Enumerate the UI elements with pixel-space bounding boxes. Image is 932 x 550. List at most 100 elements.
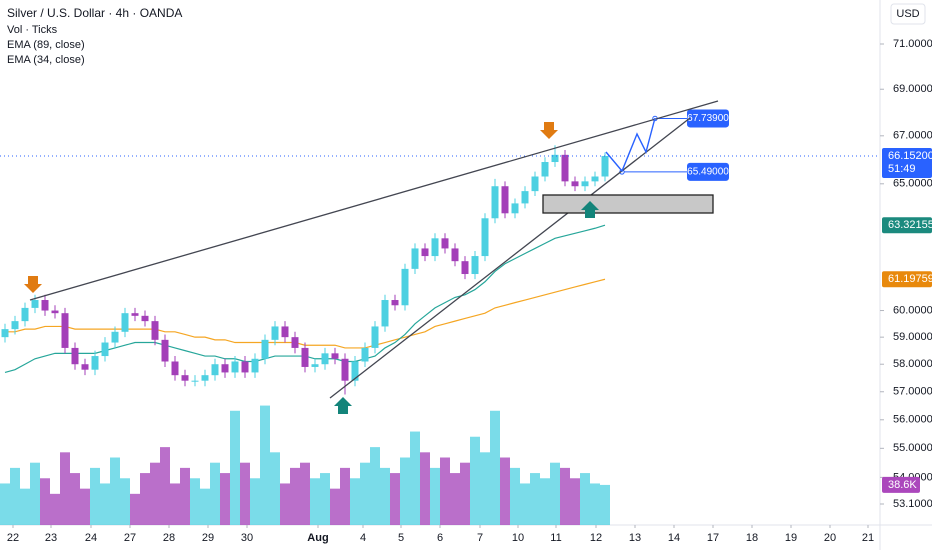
- x-tick-label: 7: [477, 532, 483, 544]
- candle-body: [451, 248, 459, 262]
- volume-bar: [440, 457, 450, 525]
- candle-body: [211, 364, 219, 376]
- candle-body: [141, 315, 149, 322]
- candle-body: [31, 300, 39, 308]
- x-tick-label: 13: [629, 532, 641, 544]
- candle-body: [311, 364, 319, 367]
- volume-bar: [50, 493, 60, 525]
- volume-bar: [140, 473, 150, 525]
- x-tick-label: 11: [550, 532, 561, 544]
- volume-bar: [360, 462, 370, 525]
- volume-bar: [470, 436, 480, 525]
- price-label-box: [882, 271, 932, 288]
- x-tick-label: 4: [360, 532, 366, 544]
- volume-bar: [90, 467, 100, 525]
- volume-bar: [60, 452, 70, 525]
- candle-body: [391, 300, 399, 306]
- candle-body: [61, 313, 69, 348]
- volume-bar: [220, 473, 230, 525]
- volume-bar: [500, 457, 510, 525]
- volume-bar: [250, 478, 260, 525]
- candle-body: [421, 248, 429, 257]
- volume-bar: [330, 488, 340, 525]
- candle-body: [481, 218, 489, 257]
- candle-body: [131, 313, 139, 316]
- volume-bar: [390, 473, 400, 525]
- y-tick-label: 59.00000: [893, 331, 932, 343]
- volume-bar: [40, 478, 50, 525]
- candle-body: [371, 326, 379, 348]
- x-tick-label: 24: [85, 532, 97, 544]
- volume-bar: [160, 447, 170, 525]
- candle-body: [561, 154, 569, 182]
- volume-bar: [510, 467, 520, 525]
- price-label-box: [882, 147, 932, 178]
- volume-bar: [10, 467, 20, 525]
- candle-body: [51, 310, 59, 314]
- candle-body: [381, 300, 389, 327]
- candle-body: [461, 261, 469, 275]
- currency[interactable]: USD: [896, 8, 919, 20]
- candle-body: [11, 321, 19, 330]
- currency-box[interactable]: [890, 3, 926, 25]
- support-box: [542, 194, 714, 214]
- volume-label-box: [882, 476, 920, 493]
- volume-bar: [280, 483, 290, 525]
- x-tick-label: 22: [7, 532, 19, 544]
- volume-bar: [540, 478, 550, 525]
- projection-path: [605, 117, 656, 173]
- candle-body: [161, 339, 169, 362]
- volume-bar: [180, 467, 190, 525]
- candle-body: [411, 248, 419, 269]
- volume-bar: [200, 488, 210, 525]
- volume-bar: [240, 462, 250, 525]
- volume-bar: [380, 467, 390, 525]
- candle-body: [151, 321, 159, 340]
- candle-body: [21, 307, 29, 322]
- y-tick-label: 60.00000: [893, 304, 932, 316]
- x-tick-label: 6: [437, 532, 443, 544]
- candle-body: [181, 375, 189, 381]
- candle-body: [281, 326, 289, 338]
- arrow-down: [540, 122, 558, 139]
- x-tick-label: 12: [590, 532, 602, 544]
- y-tick-label: 67.00000: [893, 130, 932, 142]
- y-tick-label: 71.00000: [893, 38, 932, 50]
- x-tick-label: 19: [785, 532, 797, 544]
- candle-body: [601, 155, 609, 177]
- annotation-label: 65.49000: [687, 167, 729, 178]
- volume-bar: [190, 478, 200, 525]
- volume-bar: [350, 478, 360, 525]
- x-tick-label: 21: [862, 532, 874, 544]
- candle-body: [241, 361, 249, 373]
- candle-body: [351, 361, 359, 381]
- volume-bar: [260, 405, 270, 525]
- candle-body: [91, 356, 99, 370]
- volume-bar: [370, 447, 380, 525]
- candle-body: [41, 300, 49, 311]
- volume-bar: [300, 462, 310, 525]
- volume-bar: [80, 488, 90, 525]
- countdown: 51:49: [888, 163, 916, 175]
- candle-body: [441, 238, 449, 249]
- candle-body: [361, 347, 369, 362]
- candle-body: [271, 326, 279, 340]
- candle-body: [291, 337, 299, 348]
- candle-body: [431, 238, 439, 257]
- volume-bar: [410, 431, 420, 525]
- volume-bar: [430, 467, 440, 525]
- volume-label: 38.6K: [888, 479, 917, 491]
- candle-body: [521, 191, 529, 204]
- candle-body: [121, 313, 129, 332]
- volume-bar: [100, 483, 110, 525]
- candle-body: [501, 186, 509, 214]
- volume-bar: [490, 410, 500, 525]
- trend-line: [329, 117, 691, 399]
- volume-bar: [570, 478, 580, 525]
- arrow-up: [334, 397, 352, 414]
- candle-body: [591, 176, 599, 182]
- x-tick-label: 29: [202, 532, 214, 544]
- legend: Silver / U.S. Dollar · 4h · OANDA Vol · …: [7, 6, 182, 66]
